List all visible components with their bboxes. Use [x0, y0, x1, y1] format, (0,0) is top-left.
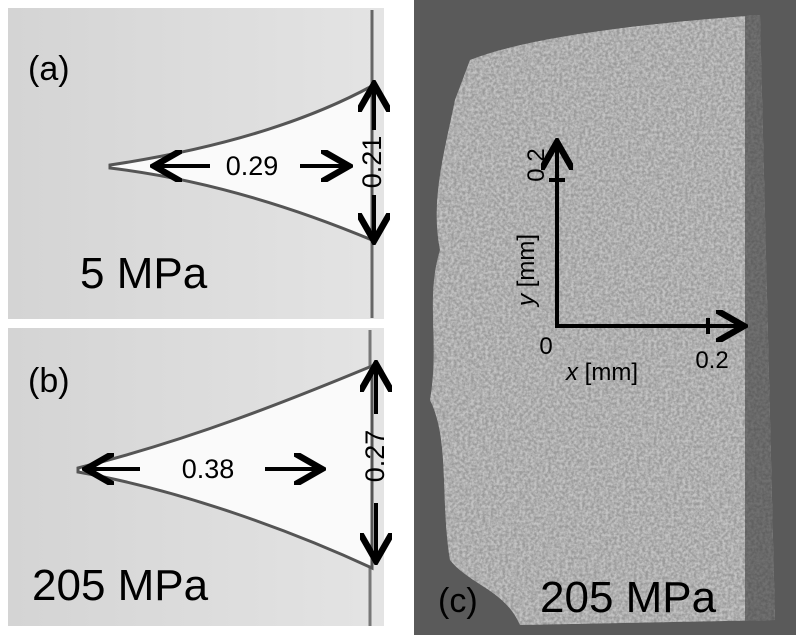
figure: (a) 5 MPa 0.29 0.21 (b) 205 MPa 0.38 0.2… [0, 0, 796, 635]
crack-length: 0.29 [226, 151, 279, 181]
y-tick-label: 0.2 [523, 148, 550, 181]
panel-label: (b) [28, 362, 70, 400]
crack-length: 0.38 [182, 454, 235, 484]
crack-width: 0.21 [357, 136, 387, 189]
pressure: 5 MPa [80, 249, 208, 298]
x-var: x [565, 359, 579, 386]
x-tick-label: 0.2 [695, 347, 728, 374]
x-unit: [mm] [585, 359, 638, 386]
x-axis-label: x [mm] [565, 359, 638, 386]
y-axis-label: y [mm] [513, 234, 540, 308]
panel-label: (c) [438, 582, 478, 620]
crack-width: 0.27 [360, 430, 390, 483]
panel-c: (c) 205 MPa 0 0.2 0.2 x [mm] y [mm] [414, 0, 796, 635]
panel-a: (a) 5 MPa 0.29 0.21 [8, 8, 387, 319]
y-unit: [mm] [513, 234, 540, 287]
origin-label: 0 [539, 333, 552, 360]
pressure: 205 MPa [32, 561, 209, 610]
pressure: 205 MPa [540, 573, 717, 622]
y-var: y [513, 292, 540, 308]
panel-label: (a) [28, 50, 70, 88]
panel-b: (b) 205 MPa 0.38 0.27 [8, 328, 390, 626]
